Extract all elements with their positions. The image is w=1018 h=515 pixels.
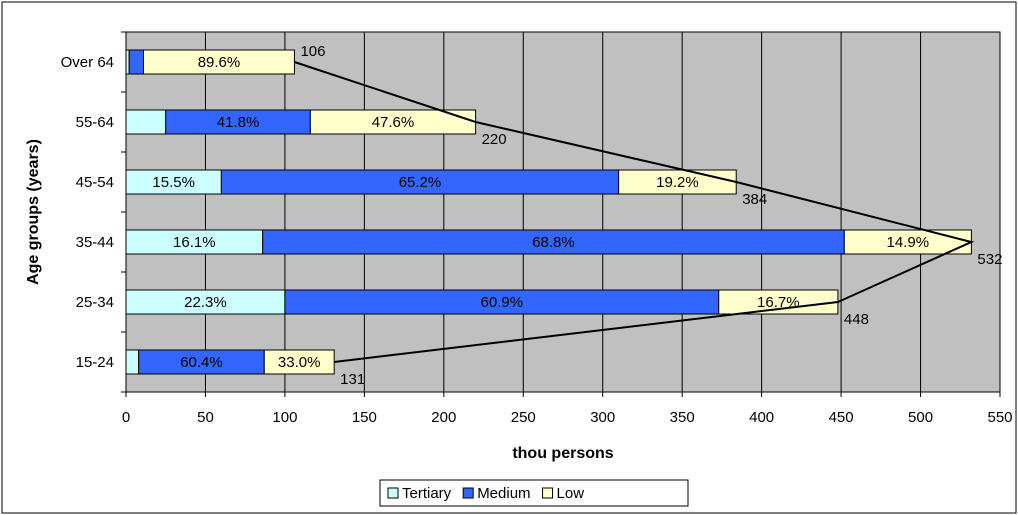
total-label: 220: [482, 131, 507, 148]
data-label-box: [171, 234, 218, 251]
y-tick-label: 35-44: [76, 234, 114, 251]
total-label: 384: [742, 191, 767, 208]
data-label: 22.3%: [184, 294, 227, 311]
data-label: 33.0%: [278, 354, 321, 371]
data-label: 15.5%: [152, 174, 195, 191]
data-label: 89.6%: [198, 54, 241, 71]
legend-swatch: [542, 487, 554, 499]
x-tick-label: 0: [122, 409, 130, 426]
data-label-box: [182, 294, 229, 311]
gridlines: [204, 32, 1001, 392]
bar-medium: [284, 289, 720, 315]
bar-medium: [128, 49, 144, 75]
total-label: 106: [300, 43, 325, 60]
legend: Tertiary Medium Low: [379, 479, 689, 507]
data-label-box: [150, 174, 197, 191]
x-axis-title: thou persons: [512, 445, 613, 462]
y-axis-title: Age groups (years): [25, 139, 42, 285]
x-tick-label: 500: [908, 409, 933, 426]
data-label-box: [195, 54, 243, 71]
data-label: 14.9%: [887, 234, 930, 251]
bar-tertiary: [125, 349, 140, 375]
axes: 0 50 100 150 200 250 300 350 400 450 500 550 Over 64…: [61, 31, 1013, 426]
data-label-box: [275, 354, 323, 371]
data-label: 68.8%: [532, 234, 575, 251]
data-label: 16.7%: [757, 294, 800, 311]
totals-polyline: [294, 61, 975, 363]
data-label: 16.1%: [173, 234, 216, 251]
total-label: 532: [977, 251, 1002, 268]
data-label: 60.4%: [180, 354, 223, 371]
y-tick-label: Over 64: [61, 54, 114, 71]
data-label: 19.2%: [656, 174, 699, 191]
data-label: 65.2%: [399, 174, 442, 191]
total-label: 448: [844, 311, 869, 328]
y-tick-label: 55-64: [76, 114, 114, 131]
y-tick-label: 25-34: [76, 294, 114, 311]
legend-box: [379, 479, 689, 507]
x-tick-label: 200: [431, 409, 456, 426]
data-label: 47.6%: [372, 114, 415, 131]
total-label: 131: [340, 371, 365, 388]
legend-item: Tertiary: [402, 485, 452, 502]
legend-item: Low: [557, 485, 585, 502]
x-tick-label: 150: [352, 409, 377, 426]
data-label-box: [884, 234, 932, 251]
bar-tertiary: [125, 109, 167, 135]
x-tick-label: 550: [987, 409, 1012, 426]
legend-swatch: [462, 487, 474, 499]
data-label-box: [369, 114, 417, 131]
x-tick-label: 250: [511, 409, 536, 426]
legend-swatch: [387, 487, 399, 499]
y-tick-label: 45-54: [76, 174, 114, 191]
legend-item: Medium: [477, 485, 530, 502]
bar-medium: [165, 109, 311, 135]
x-tick-label: 100: [272, 409, 297, 426]
bar-medium: [138, 349, 265, 375]
totals-line: 106 220 384 532 448 131: [294, 43, 1002, 388]
plot-area: [125, 31, 1001, 393]
data-label: 60.9%: [481, 294, 524, 311]
y-tick-label: 15-24: [76, 354, 114, 371]
data-label-box: [654, 174, 701, 191]
x-tick-label: 350: [670, 409, 695, 426]
data-label: 41.8%: [217, 114, 260, 131]
x-tick-label: 400: [749, 409, 774, 426]
bar-medium: [220, 169, 620, 195]
x-tick-label: 450: [829, 409, 854, 426]
x-tick-label: 300: [590, 409, 615, 426]
x-tick-label: 50: [197, 409, 214, 426]
